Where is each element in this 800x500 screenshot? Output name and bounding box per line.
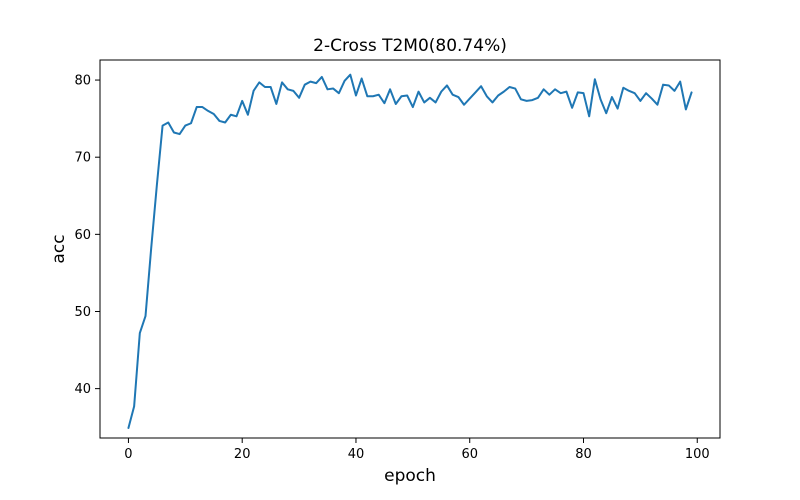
x-tick-label: 80 [575, 447, 592, 462]
x-axis-ticks: 0 20 40 60 80 100 [124, 438, 710, 462]
x-tick-label: 100 [685, 447, 710, 462]
x-tick-label: 40 [348, 447, 365, 462]
x-tick-label: 20 [234, 447, 251, 462]
y-axis-ticks: 40 50 60 70 80 [74, 74, 100, 397]
y-tick-label: 80 [74, 74, 91, 89]
y-axis-label: acc [49, 234, 69, 263]
x-tick-label: 0 [124, 447, 132, 462]
series-group [127, 73, 693, 429]
x-axis-label: epoch [384, 466, 436, 486]
y-tick-label: 60 [74, 228, 91, 243]
x-tick-label: 60 [461, 447, 478, 462]
chart-title: 2-Cross T2M0(80.74%) [313, 36, 507, 56]
acc-series-line [127, 73, 693, 429]
y-tick-label: 70 [74, 151, 91, 166]
y-tick-label: 40 [74, 382, 91, 397]
plot-area-frame [99, 59, 721, 439]
y-tick-label: 50 [74, 305, 91, 320]
